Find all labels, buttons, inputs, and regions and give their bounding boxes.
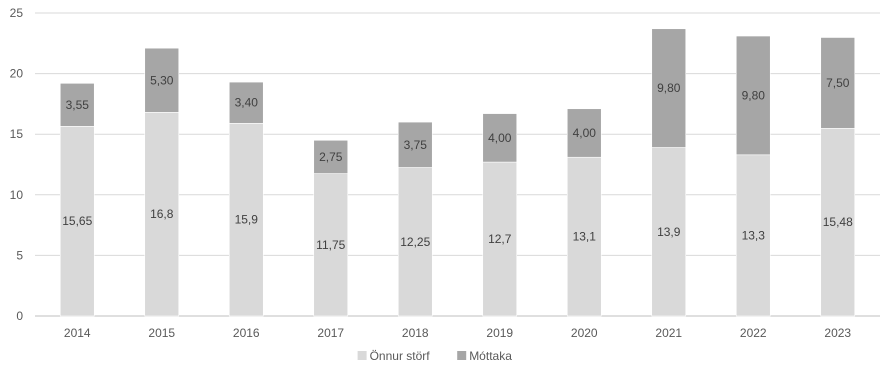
y-tick-label: 10 (10, 188, 24, 202)
y-tick-label: 25 (10, 6, 24, 20)
data-label: 15,48 (823, 215, 853, 229)
bar-segment-mottaka (482, 113, 518, 163)
data-label: 12,25 (400, 235, 430, 249)
x-tick-label: 2022 (740, 326, 767, 340)
bar-segment-onnur-storf (651, 147, 687, 317)
data-label: 13,3 (742, 228, 766, 242)
data-label: 15,9 (235, 213, 259, 227)
bar-segment-mottaka (566, 108, 602, 158)
data-label: 3,55 (66, 98, 90, 112)
data-label: 2,75 (319, 150, 343, 164)
bar-segment-onnur-storf (228, 122, 264, 317)
bar-segment-onnur-storf (482, 161, 518, 317)
data-label: 15,65 (62, 214, 92, 228)
x-tick-label: 2021 (655, 326, 682, 340)
data-label: 4,00 (573, 126, 597, 140)
data-label: 13,9 (657, 225, 681, 239)
data-label: 3,75 (404, 138, 428, 152)
axes: 0 5 10 15 20 25 2014 2015 2016 2017 2018 2019 2020 20… (10, 6, 852, 340)
bar-segment-mottaka (144, 47, 180, 113)
y-tick-label: 15 (10, 127, 24, 141)
bar-segment-onnur-storf (144, 112, 180, 317)
data-label: 5,30 (150, 73, 174, 87)
bar-segment-onnur-storf (566, 156, 602, 317)
x-tick-label: 2017 (317, 326, 344, 340)
y-tick-label: 20 (10, 67, 24, 81)
bar-segment-mottaka (313, 139, 349, 174)
legend-label: Móttaka (469, 349, 512, 363)
bar-segment-mottaka (59, 82, 95, 127)
bar-segment-onnur-storf (313, 173, 349, 317)
data-label: 12,7 (488, 232, 512, 246)
legend-swatch (457, 351, 467, 360)
data-label: 13,1 (573, 230, 597, 244)
bar-segment-onnur-storf (820, 128, 856, 317)
x-tick-label: 2018 (402, 326, 429, 340)
bar-segment-onnur-storf (59, 126, 95, 317)
y-tick-label: 5 (16, 248, 23, 262)
data-label: 9,80 (657, 81, 681, 95)
x-tick-label: 2020 (571, 326, 598, 340)
data-label: 7,50 (826, 76, 850, 90)
x-tick-label: 2014 (64, 326, 91, 340)
data-label: 16,8 (150, 207, 174, 221)
bar-segment-mottaka (651, 28, 687, 148)
legend-label: Önnur störf (370, 349, 431, 363)
bar-segment-mottaka (735, 35, 771, 156)
data-labels: 15,65 3,55 16,8 5,30 15,9 3,40 11,75 2,75 12,25 3… (62, 73, 853, 252)
legend: Önnur störf Móttaka (357, 349, 512, 363)
data-label: 11,75 (316, 238, 345, 252)
bar-segment-onnur-storf (735, 154, 771, 317)
x-tick-label: 2023 (824, 326, 851, 340)
bar-segment-mottaka (228, 81, 264, 124)
y-tick-label: 0 (16, 309, 23, 323)
data-label: 3,40 (235, 96, 259, 110)
bars (59, 28, 856, 317)
bar-segment-mottaka (397, 121, 433, 168)
legend-swatch (357, 351, 367, 360)
bar-segment-onnur-storf (397, 167, 433, 317)
data-label: 9,80 (742, 88, 766, 102)
x-tick-label: 2015 (148, 326, 175, 340)
data-label: 4,00 (488, 131, 512, 145)
bar-segment-mottaka (820, 37, 856, 129)
x-tick-label: 2019 (486, 326, 513, 340)
x-tick-label: 2016 (233, 326, 260, 340)
